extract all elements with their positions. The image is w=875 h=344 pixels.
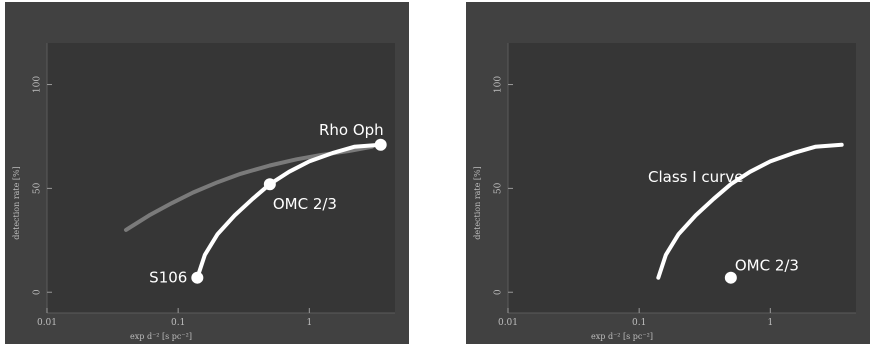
data-point	[724, 271, 737, 284]
series-line	[656, 142, 844, 280]
x-tick-label: 1	[767, 318, 773, 328]
data-point	[263, 178, 276, 191]
data-point	[191, 271, 204, 284]
panel-left: 0.01 0.1 1 0 50 100 exp d⁻² [s pc⁻²] detection …	[5, 2, 409, 344]
y-tick-label: 0	[33, 289, 43, 295]
curve-annotation: Class I curve	[648, 168, 743, 186]
point-label: OMC 2/3	[273, 195, 337, 213]
y-tick-label: 100	[494, 76, 504, 93]
plot-right: 0.01 0.1 1 0 50 100 exp d⁻² [s pc⁻²] detection …	[473, 43, 856, 341]
x-tick-label: 1	[306, 318, 312, 328]
point-label: S106	[149, 269, 187, 287]
x-tick-label: 0.1	[632, 318, 646, 328]
y-axis-label: detection rate [%]	[473, 166, 482, 240]
panel-left-plot-area	[47, 43, 395, 313]
data-point	[374, 138, 387, 151]
y-tick-label: 0	[494, 289, 504, 295]
x-tick-label: 0.01	[37, 318, 57, 328]
x-axis-label: exp d⁻² [s pc⁻²]	[130, 332, 192, 341]
y-tick-label: 100	[33, 76, 43, 93]
point-label: OMC 2/3	[735, 257, 799, 275]
panel-right: 0.01 0.1 1 0 50 100 exp d⁻² [s pc⁻²] detection …	[466, 2, 870, 344]
y-axis-label: detection rate [%]	[12, 166, 21, 240]
x-axis-label: exp d⁻² [s pc⁻²]	[591, 332, 653, 341]
x-tick-label: 0.1	[171, 318, 185, 328]
y-tick-label: 50	[494, 182, 504, 194]
point-label: Rho Oph	[319, 121, 384, 139]
x-tick-label: 0.01	[498, 318, 518, 328]
y-tick-label: 50	[33, 182, 43, 194]
panel-right-plot-area	[508, 43, 856, 313]
plot-left: 0.01 0.1 1 0 50 100 exp d⁻² [s pc⁻²] detection …	[12, 43, 395, 341]
